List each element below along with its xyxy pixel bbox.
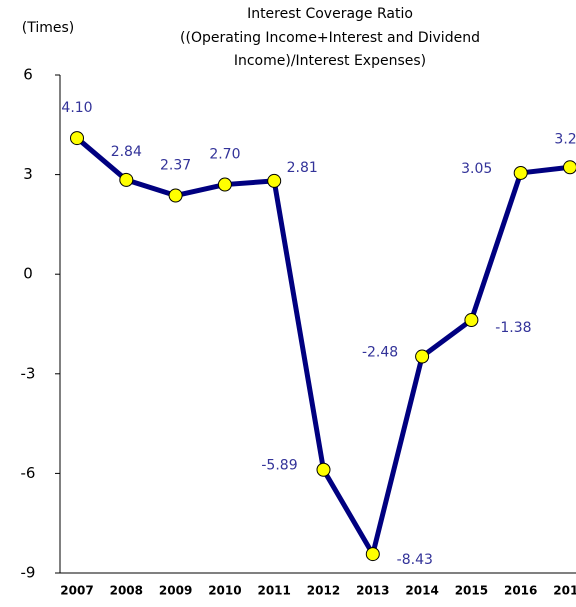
y-tick-label: -9	[21, 564, 36, 582]
data-point	[120, 173, 133, 186]
x-tick-label: 2007	[60, 584, 93, 598]
data-point	[465, 314, 478, 327]
data-label: -5.89	[261, 458, 297, 474]
x-tick-label: 2012	[307, 584, 340, 598]
x-tick-label: 2013	[356, 584, 389, 598]
data-point	[169, 189, 182, 202]
data-label: 4.10	[61, 100, 92, 116]
y-tick-label: 3	[23, 165, 33, 183]
data-label: 3.05	[461, 161, 492, 177]
x-tick-label: 2016	[504, 584, 537, 598]
data-point	[218, 178, 231, 191]
data-point	[564, 161, 576, 174]
y-axis-label: (Times)	[22, 20, 74, 36]
chart-title: Interest Coverage Ratio	[247, 6, 413, 22]
y-tick-label: -6	[21, 464, 36, 482]
x-tick-label: 2010	[208, 584, 241, 598]
x-tick-label: 2017	[553, 584, 576, 598]
x-tick-label: 2009	[159, 584, 192, 598]
data-point	[317, 463, 330, 476]
data-label: -8.43	[397, 552, 433, 568]
y-tick-label: 6	[23, 66, 33, 84]
chart-title: Income)/Interest Expenses)	[234, 53, 426, 69]
data-label: 2.70	[209, 147, 240, 163]
series-line	[77, 138, 570, 554]
data-label: 2.81	[287, 160, 318, 176]
data-label: -2.48	[362, 345, 398, 361]
data-label: 2.37	[160, 158, 191, 174]
data-point	[71, 132, 84, 145]
data-label: -1.38	[495, 320, 531, 336]
data-point	[514, 166, 527, 179]
data-label: 3.22	[554, 131, 576, 147]
x-tick-label: 2015	[455, 584, 488, 598]
y-tick-label: 0	[23, 265, 33, 283]
data-point	[366, 548, 379, 561]
x-tick-label: 2008	[110, 584, 143, 598]
data-point	[268, 174, 281, 187]
y-tick-label: -3	[21, 364, 36, 382]
chart-title: ((Operating Income+Interest and Dividend	[180, 30, 480, 46]
data-label: 2.84	[111, 144, 142, 160]
data-point	[416, 350, 429, 363]
x-tick-label: 2011	[257, 584, 290, 598]
x-tick-label: 2014	[405, 584, 438, 598]
